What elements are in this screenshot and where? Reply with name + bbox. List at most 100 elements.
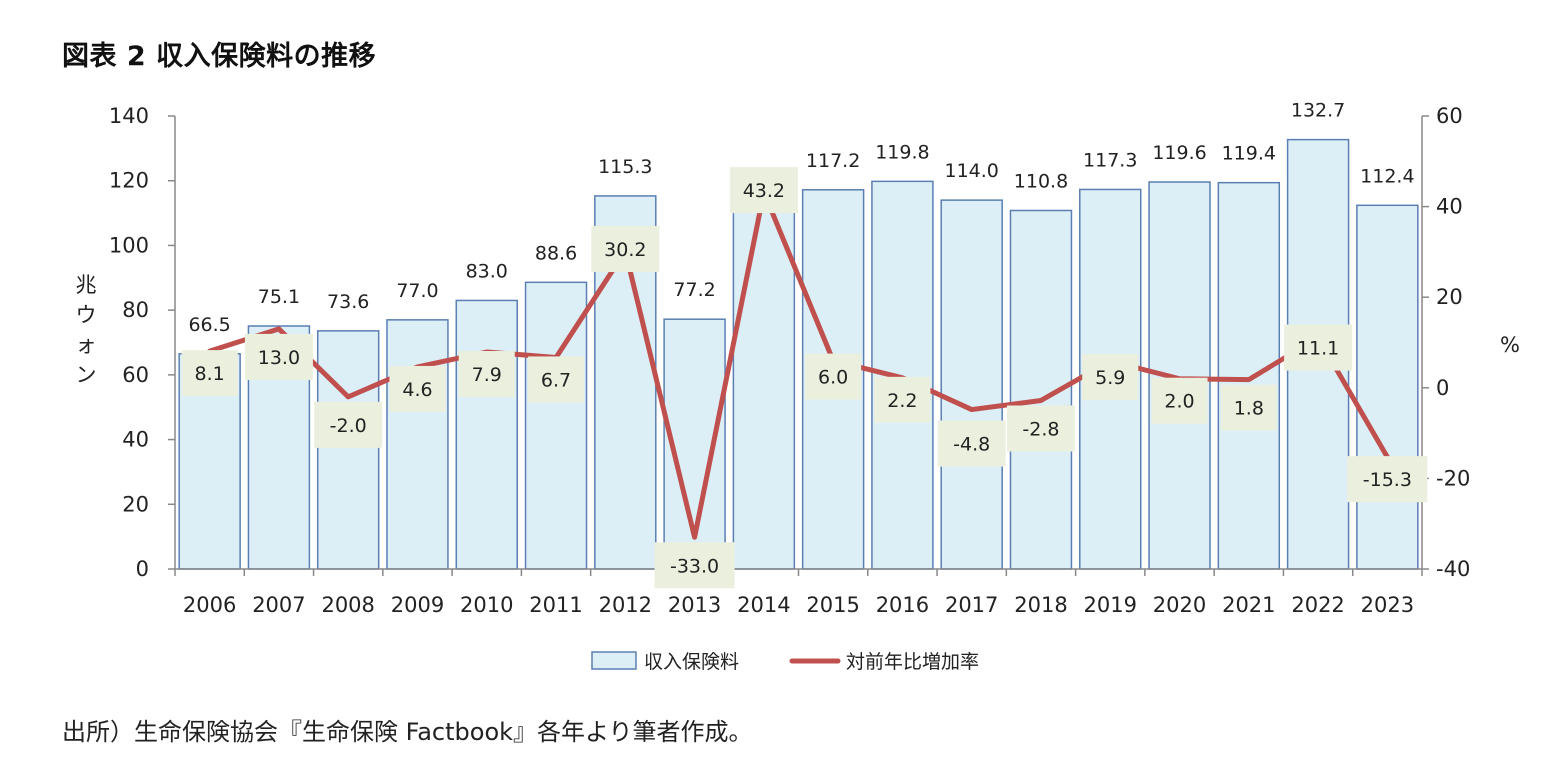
left-tick-label: 140 (109, 104, 149, 128)
line-value-label: 43.2 (743, 180, 785, 202)
bar-value-label: 77.0 (396, 280, 438, 302)
line-value-label: 8.1 (195, 363, 225, 385)
line-label-box (1151, 377, 1208, 424)
axes: 0 20 40 60 80 100 120 140 -40 -20 0 20 40 60 2006 2007 2… (109, 104, 1470, 617)
x-tick-label: 2015 (806, 593, 859, 617)
bar-value-label: 83.0 (466, 260, 508, 282)
line-value-label: 13.0 (258, 347, 300, 369)
x-tick-label: 2009 (391, 593, 444, 617)
bar-series (178, 138, 1419, 570)
x-tick-label: 2017 (945, 593, 998, 617)
bar-value-label: 119.6 (1152, 142, 1206, 164)
x-tick-label: 2020 (1153, 593, 1206, 617)
bar (1356, 204, 1419, 570)
left-tick-label: 40 (122, 428, 149, 452)
x-tick-label: 2022 (1291, 593, 1344, 617)
figure-title: 図表 2 収入保険料の推移 (62, 41, 377, 72)
line-label-box (458, 351, 515, 398)
right-tick-label: 0 (1436, 376, 1449, 400)
source-note: 出所）生命保険協会『生命保険 Factbook』各年より筆者作成。 (62, 718, 753, 746)
line-value-label: 2.2 (887, 390, 917, 412)
bar (1217, 181, 1281, 570)
line-value-label: 11.1 (1297, 338, 1339, 360)
x-tick-label: 2008 (321, 593, 374, 617)
line-value-label: 2.0 (1164, 391, 1194, 413)
x-tick-label: 2016 (876, 593, 929, 617)
line-label-box (874, 376, 931, 423)
left-tick-label: 120 (109, 169, 149, 193)
bar (871, 180, 934, 570)
line-value-label: 7.9 (472, 364, 502, 386)
line-point (1040, 399, 1042, 401)
bar (386, 319, 449, 570)
line-point (694, 536, 696, 538)
left-axis-title-char: 兆 (76, 273, 97, 297)
x-tick-label: 2021 (1222, 593, 1275, 617)
line-label-box (528, 356, 585, 403)
legend-line-label: 対前年比増加率 (846, 651, 979, 673)
line-value-label: 30.2 (604, 239, 646, 261)
x-tick-label: 2013 (668, 593, 721, 617)
bar-value-label: 66.5 (188, 314, 230, 336)
line-point (971, 409, 973, 411)
bar-value-label: 132.7 (1291, 100, 1345, 122)
line-value-label: -2.0 (330, 415, 367, 437)
left-tick-label: 60 (122, 363, 149, 387)
bar (732, 210, 796, 570)
bar-value-label: 110.8 (1014, 170, 1068, 192)
legend: 収入保険料 対前年比増加率 (591, 651, 979, 673)
line-label-box (314, 401, 383, 448)
right-tick-label: -20 (1436, 466, 1470, 490)
right-tick-label: 40 (1436, 195, 1463, 219)
line-label-box (729, 167, 798, 214)
line-label-box (389, 365, 446, 412)
bar-value-label: 117.3 (1083, 149, 1137, 171)
bar (455, 299, 518, 570)
line-value-label: -4.8 (953, 434, 990, 456)
line-label-box (1220, 384, 1277, 431)
bar-value-label: 88.6 (535, 242, 577, 264)
line-label-box (1082, 354, 1139, 401)
line-label-box (805, 353, 862, 400)
chart: 0 20 40 60 80 100 120 140 -40 -20 0 20 40 60 2006 2007 2… (76, 100, 1520, 673)
x-tick-label: 2007 (252, 593, 305, 617)
x-tick-label: 2012 (599, 593, 652, 617)
right-tick-label: 20 (1436, 285, 1463, 309)
line-label-box (1347, 456, 1428, 503)
left-tick-label: 80 (122, 298, 149, 322)
line-value-label: 4.6 (402, 379, 432, 401)
line-label-box (1284, 324, 1353, 371)
legend-bar-label: 収入保険料 (644, 651, 739, 673)
x-tick-label: 2010 (460, 593, 513, 617)
bar-value-label: 112.4 (1360, 165, 1414, 187)
left-axis-title-char: ン (76, 363, 97, 387)
bar-value-label: 117.2 (806, 150, 860, 172)
line-label-box (244, 333, 313, 380)
line-series (207, 189, 1390, 540)
left-tick-label: 0 (136, 557, 149, 581)
right-axis-title: % (1500, 333, 1520, 357)
left-axis-title-char: ウ (76, 303, 97, 327)
line-value-label: 6.7 (541, 369, 571, 391)
line-value-label: 6.0 (818, 367, 848, 389)
bar (940, 199, 1003, 570)
bar-value-label: 75.1 (258, 286, 300, 308)
x-tick-label: 2006 (183, 593, 236, 617)
line-point (278, 328, 280, 330)
left-tick-label: 20 (122, 492, 149, 516)
line-label-box (591, 225, 660, 272)
line-value-label: 5.9 (1095, 367, 1125, 389)
left-tick-label: 100 (109, 233, 149, 257)
x-tick-label: 2023 (1361, 593, 1414, 617)
bar-value-label: 119.8 (875, 141, 929, 163)
bar (316, 330, 380, 570)
x-tick-label: 2018 (1014, 593, 1067, 617)
line-value-label: -15.3 (1363, 469, 1412, 491)
line-value-label: -2.8 (1022, 418, 1059, 440)
right-tick-label: 60 (1436, 104, 1463, 128)
line-label-box (937, 420, 1006, 467)
bar-value-label: 73.6 (327, 291, 369, 313)
line-label-box (181, 350, 238, 397)
line-labels: 8.1 13.0 -2.0 4.6 7.9 6.7 30.2 -33.0 43.2 6.0 2.2 -… (181, 167, 1428, 589)
